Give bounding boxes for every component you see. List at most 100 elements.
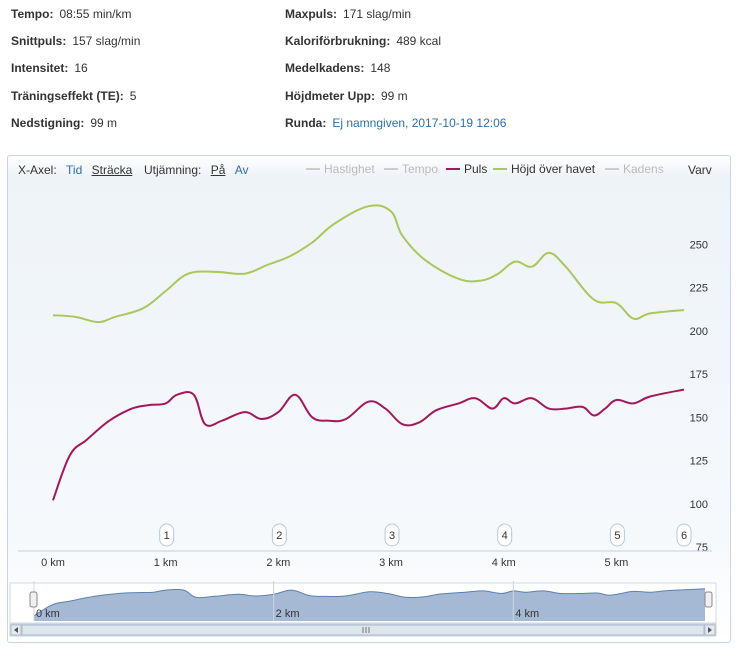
lap-marker: 6 (676, 523, 692, 547)
stat-elevation-up: Höjdmeter Upp: 99 m (285, 89, 408, 103)
y-tick-label: 150 (690, 412, 708, 424)
stat-value: 99 m (381, 89, 408, 103)
x-tick-label: 0 km (41, 557, 65, 569)
lap-marker: 2 (271, 523, 287, 547)
stat-value: 16 (74, 61, 88, 75)
stat-route: Runda: Ej namngiven, 2017-10-19 12:06 (285, 116, 506, 130)
lap-marker-label: 5 (614, 530, 620, 542)
stat-value: 148 (370, 61, 391, 75)
stat-label: Intensitet: (11, 61, 69, 75)
xaxis-label: X-Axel: (18, 163, 57, 177)
smoothing-on-option[interactable]: På (210, 163, 226, 177)
stat-label: Kaloriförbrukning: (285, 34, 391, 48)
stat-value: 08:55 min/km (59, 7, 132, 21)
legend-label: Höjd över havet (511, 162, 596, 176)
arrow-left-icon (14, 627, 18, 633)
stat-training-effect: Träningseffekt (TE): 5 (11, 89, 136, 103)
xaxis-distance-option[interactable]: Sträcka (91, 163, 133, 177)
stat-avg-cadence: Medelkadens: 148 (285, 61, 390, 75)
legend-puls[interactable]: Puls (446, 162, 487, 176)
arrow-right-icon (708, 627, 712, 633)
legend-swatch (306, 168, 320, 170)
stat-label: Tempo: (11, 7, 54, 21)
navigator-line (33, 588, 706, 617)
lap-marker-label: 4 (502, 530, 508, 542)
smoothing-label: Utjämning: (144, 163, 202, 177)
navigator-tick-label: 4 km (515, 608, 539, 620)
y-tick-label: 125 (690, 456, 708, 468)
smoothing-off-option[interactable]: Av (234, 163, 249, 177)
legend-tempo[interactable]: Tempo (384, 162, 438, 176)
y-tick-label: 75 (696, 542, 708, 554)
stat-tempo: Tempo: 08:55 min/km (11, 7, 131, 21)
y-tick-label: 100 (690, 499, 708, 511)
lap-marker-badge (497, 523, 513, 547)
xaxis-time-option[interactable]: Tid (66, 163, 83, 177)
y-tick-label: 200 (690, 326, 708, 338)
x-tick-label: 4 km (492, 557, 516, 569)
lap-marker-badge (271, 523, 287, 547)
stat-label-pre: Träningseffekt ( (11, 89, 101, 103)
route-link[interactable]: Ej namngiven, 2017-10-19 12:06 (332, 116, 507, 130)
lap-marker-label: 3 (389, 530, 395, 542)
x-tick-label: 2 km (266, 557, 290, 569)
chart-panel (7, 155, 731, 643)
legend-label: Tempo (402, 162, 439, 176)
stat-label: Maxpuls: (285, 7, 338, 21)
stat-max-pulse: Maxpuls: 171 slag/min (285, 7, 411, 21)
lap-marker-badge (384, 523, 400, 547)
navigator-tick-label: 2 km (276, 608, 300, 620)
stat-calories: Kaloriförbrukning: 489 kcal (285, 34, 441, 48)
navigator-tick-label: 0 km (36, 608, 60, 620)
legend-kadens[interactable]: Kadens (605, 162, 664, 176)
series-line (52, 388, 685, 501)
series-line (52, 204, 685, 324)
xaxis-control: X-Axel: Tid Sträcka (18, 163, 132, 177)
stat-label: Nedstigning: (11, 116, 85, 130)
stat-label: Medelkadens: (285, 61, 365, 75)
smoothing-control: Utjämning: På Av (144, 163, 249, 177)
legend-hojd[interactable]: Höjd över havet (493, 162, 595, 176)
lap-marker: 4 (497, 523, 513, 547)
lap-marker: 5 (609, 523, 625, 547)
navigator-area (34, 588, 705, 621)
y-tick-label: 250 (690, 239, 708, 251)
laps-label: Varv (688, 163, 712, 177)
lap-marker-badge (609, 523, 625, 547)
stat-label-post: ): (115, 89, 124, 103)
stat-label: Höjdmeter Upp: (285, 89, 375, 103)
legend-label: Hastighet (324, 162, 375, 176)
stat-intensity: Intensitet: 16 (11, 61, 88, 75)
stat-value: 489 kcal (396, 34, 442, 48)
lap-marker: 1 (159, 523, 175, 547)
lap-marker-label: 2 (276, 530, 282, 542)
lap-marker-badge (159, 523, 175, 547)
navigator-left-handle[interactable] (29, 591, 38, 608)
stat-value: 99 m (90, 116, 118, 130)
lap-marker-label: 1 (164, 530, 170, 542)
stat-value: 157 slag/min (72, 34, 141, 48)
stat-value: 5 (129, 89, 137, 103)
stat-label: Snittpuls: (11, 34, 67, 48)
legend-hastighet[interactable]: Hastighet (306, 162, 375, 176)
y-tick-label: 225 (690, 283, 708, 295)
legend-swatch (605, 168, 619, 170)
x-tick-label: 5 km (604, 557, 628, 569)
legend-swatch (384, 168, 398, 170)
stat-value: 171 slag/min (343, 7, 412, 21)
x-tick-label: 1 km (154, 557, 178, 569)
navigator[interactable]: 0 km 2 km 4 km (9, 581, 717, 637)
navigator-right-handle[interactable] (704, 591, 713, 608)
legend-label: Puls (464, 162, 488, 176)
legend-label: Kadens (623, 162, 664, 176)
te-link[interactable]: TE (100, 89, 116, 103)
stat-descent: Nedstigning: 99 m (11, 116, 117, 130)
lap-marker-label: 6 (681, 530, 687, 542)
lap-marker-badge (676, 523, 692, 547)
stat-label: Runda: (285, 116, 327, 130)
x-tick-label: 3 km (379, 557, 403, 569)
legend-swatch (446, 168, 460, 170)
stat-avg-pulse: Snittpuls: 157 slag/min (11, 34, 140, 48)
